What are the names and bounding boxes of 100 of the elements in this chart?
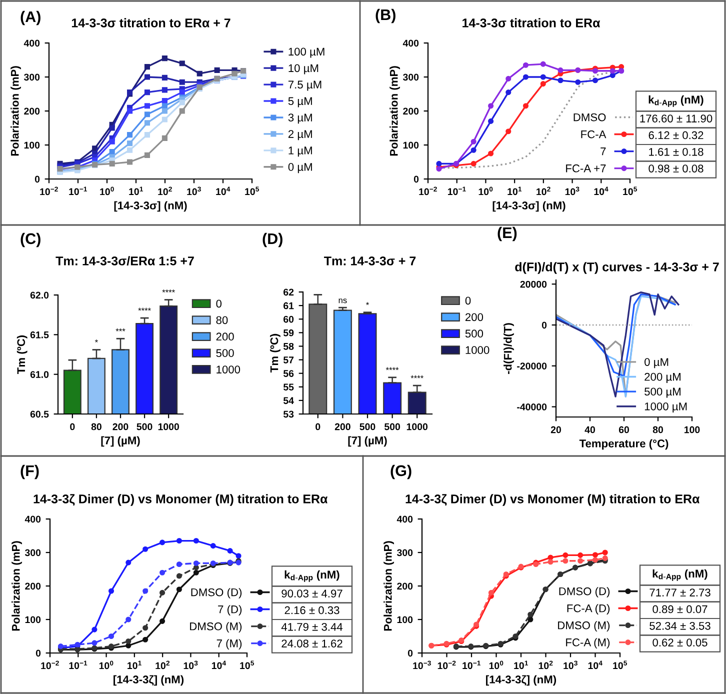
y-tick-label: 0 [408, 650, 413, 657]
y-tick-label: 20000 [520, 280, 547, 288]
x-axis-title: [14-3-3σ] (nM) [492, 201, 566, 212]
x-tick-label: 10$^{0}$ [478, 186, 493, 196]
text: (E) [498, 226, 517, 242]
y-tick-label: 54 [283, 397, 294, 404]
y-tick-label: 300 [402, 74, 419, 81]
legend-label: 500 [465, 330, 484, 338]
x-tick-label: 10$^{1}$ [128, 660, 142, 670]
x-tick-label: 10$^{−2}$ [438, 660, 456, 670]
x-tick-label: 10$^{−2}$ [40, 186, 58, 196]
x-tick-label: 0 [70, 423, 75, 430]
y-axis-title: Tm (ºC) [270, 334, 280, 372]
y-tick-label: 55 [283, 384, 294, 391]
text: k$_{d-App}$ (nM) [652, 569, 708, 581]
x-tick-label: 60 [618, 426, 630, 434]
y-tick-label: 400 [24, 516, 41, 523]
y-tick-label: 200 [403, 108, 419, 115]
y-tick-label: 58 [283, 342, 294, 350]
y-axis-title: Polarization (mP) [12, 541, 22, 631]
x-tick-label: 200 [334, 423, 350, 430]
y-axis-title: Polarization (mP) [390, 66, 400, 156]
x-tick-label: 10$^{2}$ [156, 660, 170, 670]
x-tick-label: 10$^{5}$ [623, 186, 638, 196]
text: k$_{d-App}$ (nM) [284, 570, 340, 582]
y-tick-label: 100 [397, 616, 413, 624]
data-label: *** [116, 328, 126, 332]
legend-label: 0 [216, 300, 222, 308]
x-tick-label: 10$^{1}$ [514, 660, 528, 670]
y-tick-label: 60 [284, 316, 294, 323]
y-tick-label: 200 [24, 108, 40, 115]
text: 6.12 ± 0.32 [648, 131, 704, 140]
text: (C) [20, 232, 40, 248]
y-tick-label: 100 [403, 142, 419, 149]
legend-label: 0 µM [288, 163, 312, 174]
y-tick-label: 53 [283, 410, 294, 418]
x-tick-label: 10$^{−1}$ [462, 660, 480, 670]
x-axis-title: [14-3-3σ] (nM) [114, 201, 187, 212]
data-label: **** [138, 308, 151, 311]
y-tick-label: 62 [284, 288, 294, 296]
legend-label: 7.5 µM [288, 80, 322, 91]
legend-label: 0 µM [644, 358, 668, 368]
x-tick-label: 10$^{2}$ [536, 186, 550, 196]
y-tick-label: 61.5 [30, 331, 49, 338]
data-label: **** [386, 367, 399, 370]
x-tick-label: 1000 [406, 423, 428, 430]
legend-label: DMSO (M) [558, 621, 610, 632]
x-tick-label: 500 [136, 423, 152, 430]
text: 2.16 ± 0.33 [284, 606, 340, 614]
x-tick-label: 500 [360, 423, 376, 430]
legend-label: 1000 µM [644, 402, 687, 413]
legend-label: 500 µM [644, 388, 680, 398]
y-tick-label: 0 [34, 176, 40, 183]
y-tick-label: 400 [402, 40, 419, 47]
x-tick-label: 10$^{2}$ [538, 660, 553, 670]
text: 71.77 ± 2.73 [650, 588, 710, 596]
chart-title: 14-3-3σ titration to ERα [462, 18, 600, 28]
x-tick-label: 10$^{0}$ [99, 660, 114, 670]
x-tick-label: 10$^{1}$ [508, 186, 522, 196]
y-tick-label: 200 [25, 582, 41, 590]
legend-label: 80 [216, 316, 228, 324]
x-tick-label: 80 [91, 423, 102, 430]
x-tick-label: 10$^{3}$ [565, 186, 580, 196]
y-axis-title: Tm (ºC) [16, 335, 28, 374]
y-tick-label: 0 [414, 176, 419, 183]
legend-label: FC-A (M) [566, 638, 610, 648]
text: (G) [390, 464, 412, 480]
x-tick-label: 10$^{−2}$ [41, 660, 59, 670]
y-tick-label: 59 [283, 329, 294, 336]
y-tick-label: 62.0 [30, 292, 49, 299]
x-tick-label: 10$^{0}$ [489, 660, 504, 670]
y-tick-label: 100 [24, 142, 40, 149]
x-tick-label: 100 [684, 426, 700, 434]
x-tick-label: 10$^{2}$ [158, 186, 172, 196]
x-tick-label: 10$^{4}$ [594, 186, 608, 196]
y-tick-label: -40000 [517, 404, 547, 410]
legend-label: 200 [465, 313, 484, 322]
legend-label: 1000 [216, 366, 240, 374]
legend-label: 100 µM [288, 48, 324, 58]
y-axis-title: Polarization (mP) [10, 66, 21, 156]
x-tick-label: 200 [112, 423, 128, 430]
text: (D) [262, 232, 282, 248]
y-tick-label: 400 [396, 516, 413, 523]
chart-title: d(FI)/d(T) x (T) curves - 14-3-3σ + 7 [515, 262, 719, 274]
x-axis-title: [7] (µM) [101, 436, 140, 447]
x-tick-label: 80 [652, 426, 664, 434]
x-tick-label: 500 [384, 423, 400, 430]
text: (B) [376, 8, 396, 24]
data-label: * [366, 302, 369, 306]
legend-label: 1000 [466, 346, 490, 354]
x-tick-label: 10$^{−1}$ [448, 186, 466, 196]
data-label: ns [338, 298, 347, 304]
x-tick-label: 10$^{5}$ [245, 186, 260, 196]
text: 90.03 ± 4.97 [282, 590, 342, 598]
y-tick-label: 0 [542, 322, 547, 329]
text: (A) [20, 10, 40, 26]
text: 1.61 ± 0.18 [649, 148, 704, 156]
x-tick-label: 10$^{0}$ [100, 186, 114, 196]
x-axis-title: Temperature (°C) [579, 439, 668, 450]
x-tick-label: 10$^{−1}$ [69, 660, 88, 670]
